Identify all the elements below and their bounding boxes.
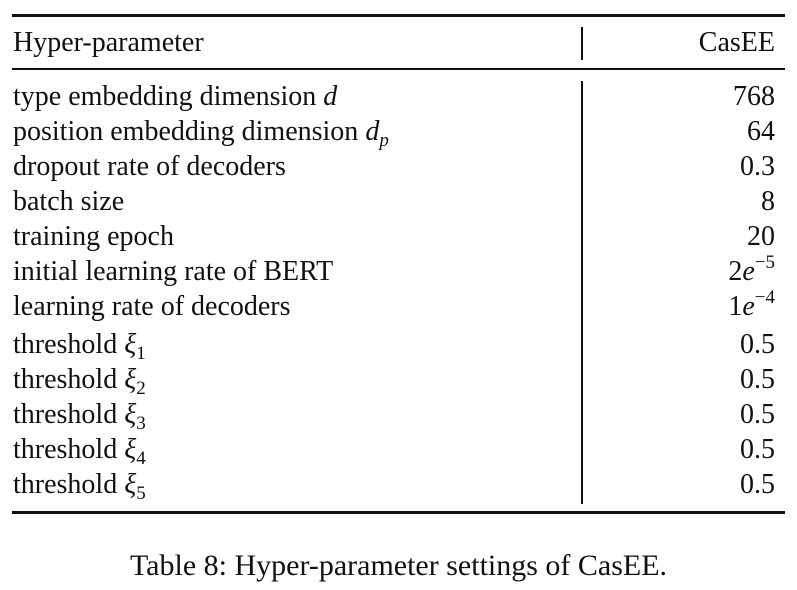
table-row-label: threshold ξ4: [13, 434, 146, 469]
table-row-value: 0.5: [740, 469, 775, 500]
table-row-label: dropout rate of decoders: [13, 151, 286, 182]
table-row-label: threshold ξ2: [13, 364, 146, 399]
header-rule: [12, 68, 785, 70]
table-row-label: position embedding dimension dp: [13, 116, 389, 151]
table-row-label: initial learning rate of BERT: [13, 256, 334, 287]
table-row-label: threshold ξ3: [13, 399, 146, 434]
table-row-label: learning rate of decoders: [13, 291, 291, 322]
table-row-value: 2e−5: [728, 252, 775, 287]
table-row-label: threshold ξ1: [13, 329, 146, 364]
table-row-value: 0.5: [740, 434, 775, 465]
header-value: CasEE: [698, 27, 775, 58]
top-rule: [12, 14, 785, 17]
table-row-label: threshold ξ5: [13, 469, 146, 504]
table-row-label: training epoch: [13, 221, 174, 252]
table-row-value: 8: [761, 186, 775, 217]
table-row-value: 0.5: [740, 364, 775, 395]
table-row-value: 768: [733, 81, 775, 112]
table-row-value: 20: [747, 221, 775, 252]
bottom-rule: [12, 511, 785, 514]
table-row-label: type embedding dimension d: [13, 81, 338, 112]
table-row-label: batch size: [13, 186, 125, 217]
header-param: Hyper-parameter: [13, 27, 204, 58]
column-separator-body: [581, 81, 583, 504]
table-row-value: 64: [747, 116, 775, 147]
table-row-value: 0.5: [740, 329, 775, 360]
table-row-value: 1e−4: [728, 287, 775, 322]
table-caption: Table 8: Hyper-parameter settings of Cas…: [129, 549, 668, 582]
table-row-value: 0.5: [740, 399, 775, 430]
column-separator-header: [581, 27, 583, 60]
table-row-value: 0.3: [740, 151, 775, 182]
